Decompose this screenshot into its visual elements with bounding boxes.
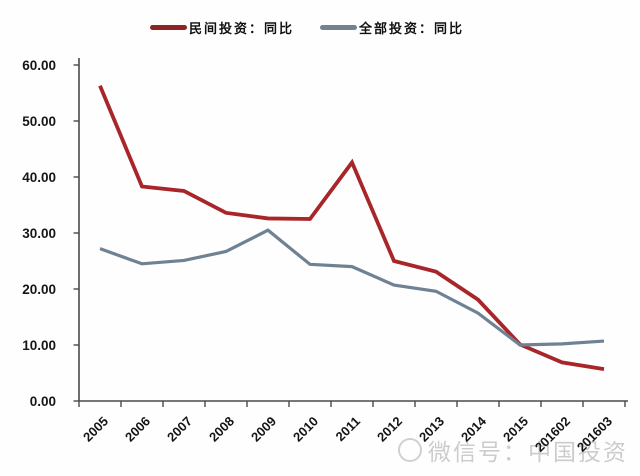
legend-label-total: 全部投资：同比 [359, 20, 465, 36]
x-tick-label: 2007 [164, 414, 195, 445]
watermark-text: 微信号：中国投资 [428, 439, 628, 465]
x-tick-label: 201602 [532, 414, 573, 455]
private-investment-series-line [98, 84, 605, 371]
x-tick-label: 2015 [500, 414, 531, 445]
y-tick-label: 30.00 [22, 226, 56, 241]
x-tick-label: 2012 [374, 414, 405, 445]
x-tick-label: 2009 [248, 414, 279, 445]
x-tick-label: 2005 [80, 414, 111, 445]
y-tick-label: 0.00 [30, 394, 56, 409]
wechat-logo-icon [398, 438, 422, 462]
x-tick-label: 2010 [290, 414, 321, 445]
legend: 民间投资：同比 全部投资：同比 [150, 16, 464, 38]
x-tick-label: 2008 [206, 414, 237, 445]
y-tick-label: 60.00 [22, 58, 56, 73]
x-tick-label: 201603 [574, 414, 615, 455]
y-tick-label: 50.00 [22, 114, 56, 129]
legend-line-marker-private [150, 24, 187, 30]
legend-item-private-investment: 民间投资：同比 [150, 18, 294, 37]
x-tick-label: 2006 [122, 414, 153, 445]
legend-label-private: 民间投资：同比 [189, 20, 295, 36]
y-tick-label: 40.00 [22, 170, 56, 185]
x-tick-label: 2011 [333, 414, 364, 445]
x-tick-label: 2014 [458, 413, 490, 445]
legend-line-marker-total [320, 24, 358, 30]
watermark: 微信号：中国投资 [398, 433, 628, 467]
y-tick-label: 10.00 [22, 338, 56, 353]
total-investment-series-line [99, 228, 605, 347]
y-tick-label: 20.00 [22, 282, 56, 297]
legend-item-total-investment: 全部投资：同比 [320, 18, 464, 37]
x-tick-label: 2013 [416, 414, 447, 445]
